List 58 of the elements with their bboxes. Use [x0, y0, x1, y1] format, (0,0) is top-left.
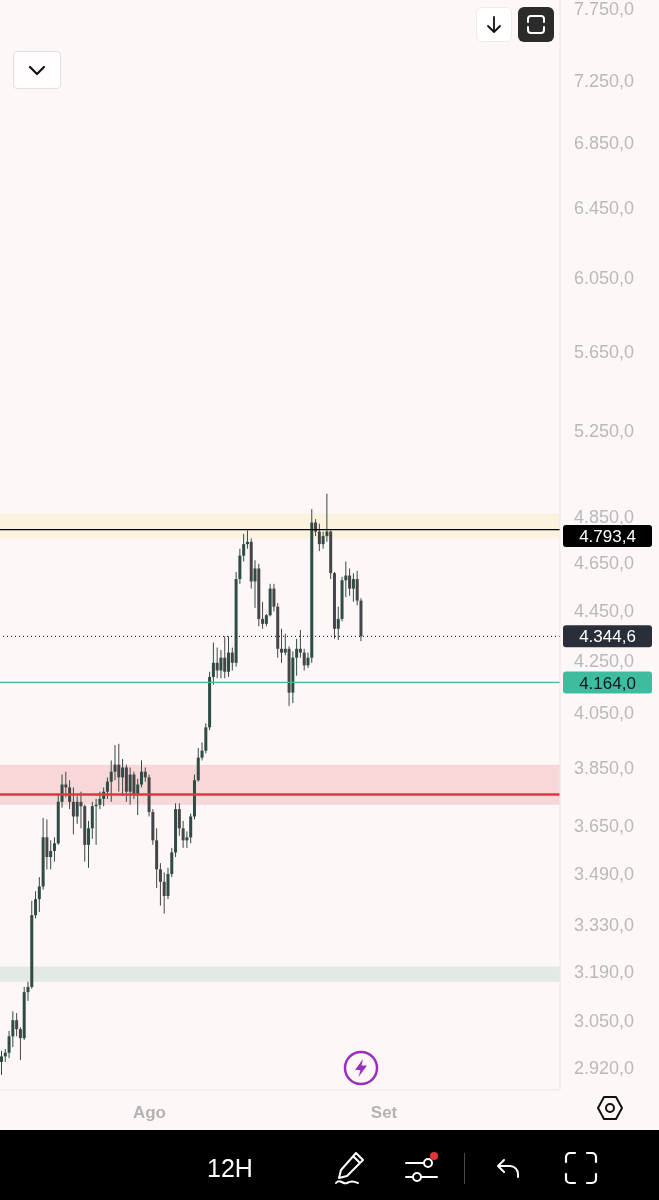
- candlestick: [140, 759, 143, 788]
- candlestick: [351, 572, 355, 603]
- candlestick: [317, 523, 321, 552]
- candlestick: [75, 795, 79, 825]
- y-tick-label: 3.330,0: [574, 915, 635, 936]
- candlestick: [230, 647, 234, 671]
- candlestick: [219, 649, 223, 679]
- y-tick-label: 3.050,0: [574, 1010, 635, 1031]
- y-tick-label: 4.850,0: [574, 507, 635, 528]
- ref-line-label: 4.793,4: [579, 527, 636, 547]
- y-tick-label: 6.050,0: [574, 267, 635, 288]
- y-tick-label: 7.750,0: [574, 0, 635, 19]
- text: 12H: [207, 1153, 253, 1183]
- candlestick: [162, 871, 166, 915]
- y-tick-label: 5.250,0: [574, 421, 635, 442]
- candlestick: [189, 813, 193, 844]
- candlestick: [15, 1012, 19, 1037]
- y-tick-label: 7.250,0: [574, 71, 635, 92]
- y-tick-label: 2.920,0: [574, 1057, 635, 1078]
- candlestick: [45, 818, 49, 870]
- candlestick: [227, 635, 231, 678]
- candlestick: [348, 567, 352, 597]
- candlestick: [253, 559, 257, 609]
- y-tick-label: 6.850,0: [574, 132, 635, 153]
- candlestick: [71, 786, 75, 835]
- candlestick: [215, 647, 219, 679]
- candlestick: [117, 743, 121, 793]
- candlestick: [105, 776, 109, 800]
- y-tick-label: 4.450,0: [574, 600, 635, 621]
- y-tick-label: 3.650,0: [574, 815, 635, 836]
- candlestick: [283, 633, 287, 656]
- candlestick: [0, 1050, 3, 1076]
- candlestick: [280, 628, 283, 664]
- candlestick: [87, 820, 91, 869]
- candlestick: [49, 839, 53, 870]
- y-tick-label: 3.850,0: [574, 757, 635, 778]
- candlestick: [302, 648, 306, 671]
- y-tick-label: 4.050,0: [574, 703, 635, 723]
- y-tick-label: 5.650,0: [574, 341, 635, 362]
- candlestick: [128, 766, 132, 806]
- x-tick-label: Set: [370, 1103, 398, 1123]
- ref-line-label: 4.164,0: [579, 673, 636, 693]
- candlestick: [52, 836, 56, 863]
- y-tick-label: 4.250,0: [574, 650, 635, 671]
- candlestick: [158, 862, 162, 907]
- y-tick-label: 6.450,0: [574, 198, 635, 219]
- candlestick: [113, 744, 117, 781]
- x-tick-label: Ago: [132, 1103, 166, 1123]
- candlestick: [132, 771, 136, 800]
- candlestick: [211, 642, 215, 686]
- candlestick: [18, 1026, 22, 1061]
- y-tick-label: 4.650,0: [574, 553, 635, 574]
- candlestick: [223, 635, 227, 679]
- y-tick-label: 3.490,0: [574, 864, 635, 885]
- candlestick: [34, 890, 38, 919]
- y-tick-label: 3.190,0: [574, 962, 635, 982]
- ref-line-label: 4.344,6: [579, 627, 636, 647]
- candlestick: [298, 629, 302, 659]
